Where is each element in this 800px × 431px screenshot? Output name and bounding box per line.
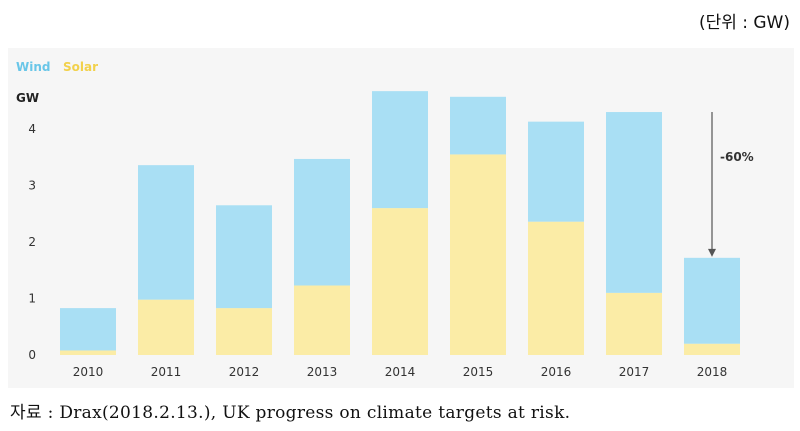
source-note: 자료 : Drax(2018.2.13.), UK progress on cl…: [10, 403, 571, 423]
y-tick-label: 4: [28, 122, 36, 136]
x-tick-label: 2014: [385, 365, 416, 379]
bar-solar-2016: [528, 221, 584, 355]
x-tick-label: 2015: [463, 365, 494, 379]
bar-wind-2018: [684, 257, 740, 344]
legend-solar: Solar: [63, 60, 98, 74]
bar-solar-2011: [138, 299, 194, 355]
x-axis-ticks: 2010 2011 2012 2013 2014 2015 2016 2017 2018: [73, 365, 728, 379]
y-tick-label: 0: [28, 348, 36, 362]
bar-wind-2014: [372, 91, 428, 209]
y-axis-ticks: 0 1 2 3 4: [28, 122, 36, 362]
x-tick-label: 2018: [697, 365, 728, 379]
x-tick-label: 2012: [229, 365, 260, 379]
y-tick-label: 3: [28, 179, 36, 193]
bar-solar-2013: [294, 285, 350, 355]
x-tick-label: 2016: [541, 365, 572, 379]
annotation-label: -60%: [720, 150, 754, 164]
bar-wind-2010: [60, 308, 116, 351]
y-tick-label: 2: [28, 235, 36, 249]
x-tick-label: 2011: [151, 365, 182, 379]
y-tick-label: 1: [28, 292, 36, 306]
bar-solar-2010: [60, 350, 116, 355]
x-tick-label: 2017: [619, 365, 650, 379]
bar-solar-2017: [606, 292, 662, 355]
y-axis-label: GW: [16, 91, 39, 105]
bars: [60, 91, 740, 355]
bar-wind-2016: [528, 121, 584, 222]
bar-wind-2015: [450, 96, 506, 155]
x-tick-label: 2010: [73, 365, 104, 379]
bar-solar-2018: [684, 343, 740, 355]
bar-wind-2017: [606, 112, 662, 293]
bar-solar-2014: [372, 208, 428, 355]
bar-solar-2012: [216, 308, 272, 355]
bar-wind-2012: [216, 205, 272, 309]
bar-wind-2011: [138, 165, 194, 300]
legend-wind: Wind: [16, 60, 50, 74]
bar-wind-2013: [294, 158, 350, 286]
bar-solar-2015: [450, 154, 506, 355]
annotation-arrow-head: [708, 248, 716, 257]
unit-note: (단위 : GW): [698, 13, 790, 33]
annotation: -60%: [708, 112, 754, 257]
x-tick-label: 2013: [307, 365, 338, 379]
